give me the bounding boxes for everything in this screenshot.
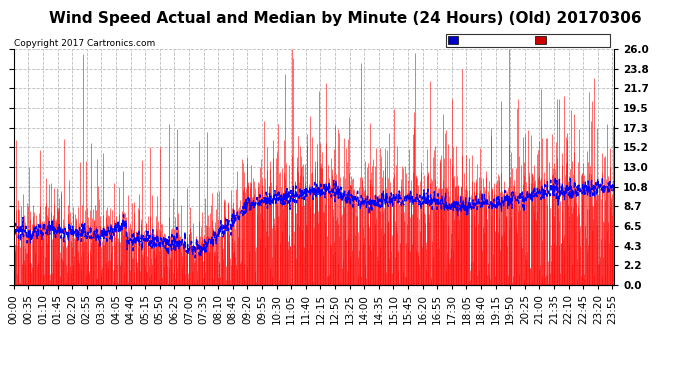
Text: Copyright 2017 Cartronics.com: Copyright 2017 Cartronics.com [14,39,155,48]
Text: Wind Speed Actual and Median by Minute (24 Hours) (Old) 20170306: Wind Speed Actual and Median by Minute (… [49,11,641,26]
Legend: Median (mph), Wind (mph): Median (mph), Wind (mph) [446,34,609,47]
